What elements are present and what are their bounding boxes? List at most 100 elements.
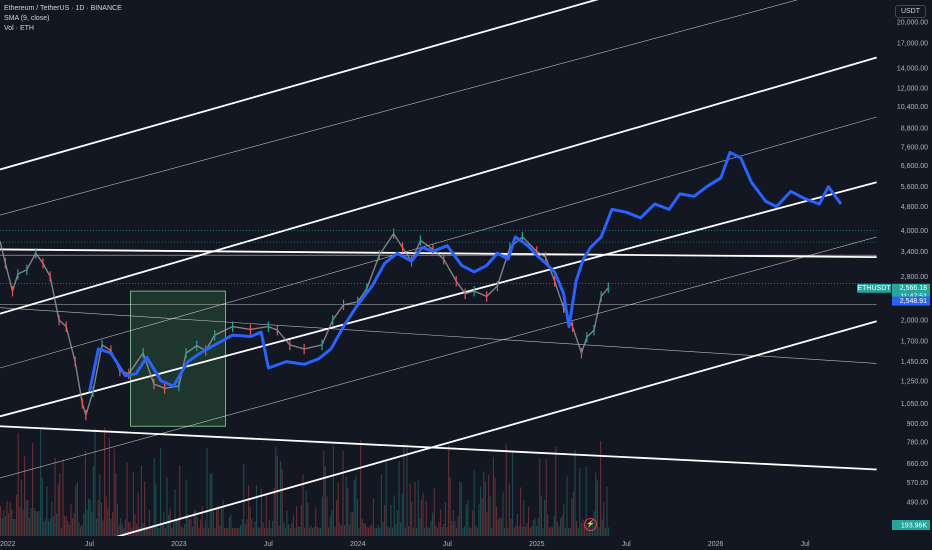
volume-bar xyxy=(222,499,224,536)
volume-bar xyxy=(552,527,554,536)
volume-bar xyxy=(433,487,435,536)
volume-bar xyxy=(217,505,219,536)
volume-bar xyxy=(336,500,338,536)
volume-bar xyxy=(520,487,522,536)
time-scale-panel[interactable] xyxy=(0,536,891,550)
volume-bar xyxy=(360,440,362,536)
volume-bar xyxy=(544,499,546,536)
volume-bar xyxy=(224,528,226,536)
volume-bar xyxy=(496,506,498,536)
volume-bar xyxy=(377,524,379,536)
channel-line[interactable] xyxy=(0,236,877,479)
volume-bar xyxy=(187,513,189,536)
currency-badge[interactable]: USDT xyxy=(894,5,926,18)
volume-bar xyxy=(436,527,438,536)
volume-bar xyxy=(246,519,248,536)
volume-bar xyxy=(121,524,123,536)
channel-line[interactable] xyxy=(0,425,877,471)
volume-bar xyxy=(451,521,453,536)
sma-indicator-label[interactable]: SMA (9, close) xyxy=(4,15,50,22)
volume-bar xyxy=(9,502,11,536)
volume-bar xyxy=(440,509,442,536)
volume-bar xyxy=(257,527,259,536)
volume-bar xyxy=(536,526,538,536)
channel-line[interactable] xyxy=(0,181,877,418)
volume-bar xyxy=(484,482,486,536)
time-tick-label: 2024 xyxy=(350,541,366,548)
volume-bar xyxy=(72,518,74,536)
volume-bar xyxy=(388,528,390,536)
price-tick-label: 17,000.00 xyxy=(897,41,928,48)
volume-bar xyxy=(102,520,104,536)
volume-bar xyxy=(379,528,381,536)
volume-bar xyxy=(171,527,173,536)
volume-bar xyxy=(449,477,451,536)
volume-bar xyxy=(145,527,147,536)
volume-bar xyxy=(384,505,386,536)
volume-bar xyxy=(569,527,571,536)
volume-bar xyxy=(398,461,400,536)
volume-bar xyxy=(267,528,269,536)
volume-bar xyxy=(577,527,579,536)
volume-bar xyxy=(115,472,117,536)
volume-bar xyxy=(176,519,178,536)
volume-bar xyxy=(32,443,34,536)
volume-bar xyxy=(329,516,331,536)
volume-bar xyxy=(473,470,475,536)
channel-line[interactable] xyxy=(0,0,877,216)
volume-bar xyxy=(400,522,402,536)
flash-icon[interactable]: ⚡ xyxy=(584,518,597,531)
time-tick-label: Jul xyxy=(85,541,94,548)
volume-bar xyxy=(174,489,176,536)
price-scale-panel[interactable] xyxy=(891,0,932,550)
channel-line[interactable] xyxy=(0,56,877,315)
volume-bar xyxy=(185,479,187,536)
volume-bar xyxy=(193,511,195,536)
volume-bar xyxy=(571,498,573,536)
volume-bar xyxy=(244,523,246,536)
volume-bar xyxy=(395,524,397,536)
volume-bar xyxy=(352,512,354,536)
channel-line[interactable] xyxy=(0,320,877,550)
volume-bar xyxy=(414,481,416,536)
volume-bar xyxy=(486,511,488,536)
volume-bar xyxy=(129,522,131,536)
volume-bar xyxy=(64,516,66,536)
volume-bar xyxy=(422,492,424,536)
volume-bar xyxy=(233,528,235,536)
volume-bar xyxy=(601,519,603,536)
volume-indicator-label[interactable]: Vol · ETH xyxy=(4,25,34,32)
volume-bar xyxy=(281,469,283,536)
channel-line[interactable] xyxy=(0,0,877,171)
volume-bar xyxy=(209,474,211,536)
channel-line[interactable] xyxy=(0,248,877,259)
volume-bar xyxy=(465,504,467,536)
volume-bar xyxy=(228,517,230,536)
volume-bar xyxy=(582,519,584,536)
volume-bar xyxy=(216,507,218,536)
volume-bar xyxy=(444,502,446,536)
volume-bar xyxy=(57,484,59,536)
channel-line[interactable] xyxy=(0,307,877,364)
volume-bar xyxy=(36,511,38,536)
volume-bar xyxy=(508,483,510,536)
volume-bar xyxy=(235,527,237,536)
volume-bar xyxy=(203,527,205,536)
channel-line[interactable] xyxy=(0,116,877,369)
projected-price-path[interactable] xyxy=(88,150,843,392)
symbol-title[interactable]: Ethereum / TetherUS · 1D · BINANCE xyxy=(4,5,122,12)
volume-bar xyxy=(137,492,139,536)
volume-bar xyxy=(315,507,317,536)
volume-bar xyxy=(528,506,530,536)
volume-bar xyxy=(492,456,494,536)
volume-bar xyxy=(108,438,110,536)
time-tick-label: Jul xyxy=(264,541,273,548)
volume-bar xyxy=(150,526,152,536)
volume-bar xyxy=(457,516,459,536)
price-tick-label: 4,800.00 xyxy=(901,204,928,211)
symbol-tag: ETHUSDT xyxy=(857,285,891,292)
volume-bar xyxy=(529,528,531,536)
volume-bar xyxy=(38,510,40,536)
